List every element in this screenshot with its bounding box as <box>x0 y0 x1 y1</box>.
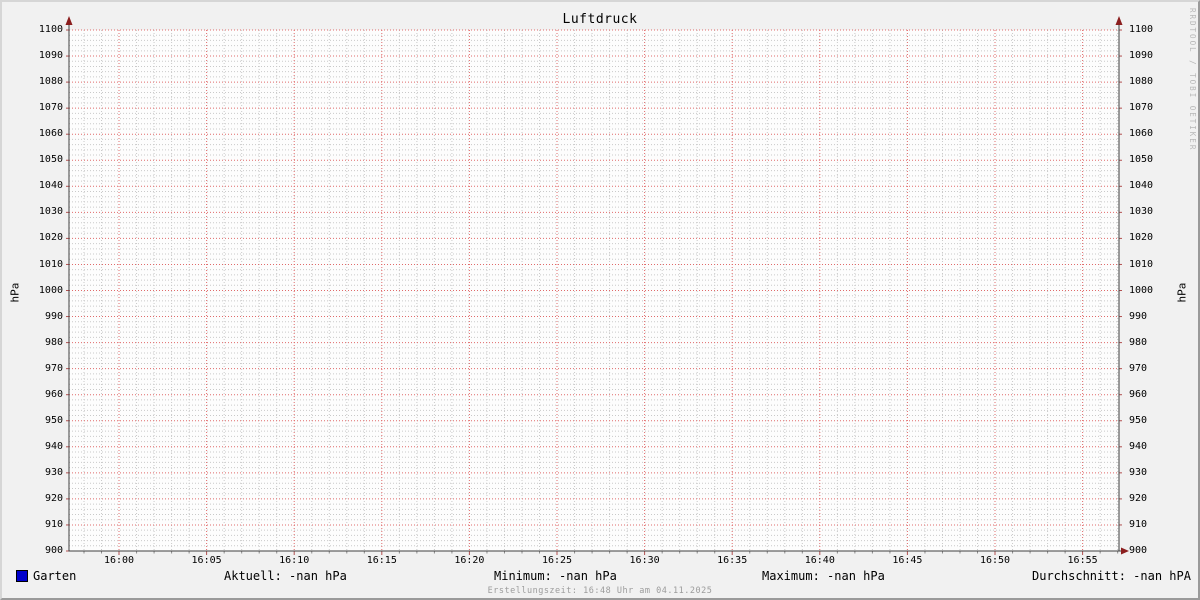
y-tick-label: 930 <box>1129 466 1148 478</box>
y-tick-label: 1070 <box>38 102 63 114</box>
y-tick-label: 990 <box>44 310 63 322</box>
stat-maximum: Maximum: -nan hPa <box>762 569 885 583</box>
y-tick-label: 970 <box>44 362 63 374</box>
y-tick-label: 960 <box>1129 388 1148 400</box>
y-tick-label: 1080 <box>1129 76 1154 88</box>
y-tick-label: 1060 <box>38 128 63 140</box>
y-tick-label: 980 <box>1129 336 1148 348</box>
x-tick-label: 16:15 <box>366 555 397 566</box>
y-tick-label: 1100 <box>38 24 63 35</box>
x-tick-label: 16:30 <box>629 555 660 566</box>
y-tick-label: 1080 <box>38 76 63 88</box>
y-tick-label: 1010 <box>1129 258 1154 270</box>
stat-minimum: Minimum: -nan hPa <box>494 569 617 583</box>
stat-durchschnitt: Durchschnitt: -nan hPA <box>1032 569 1191 583</box>
x-tick-label: 16:45 <box>892 555 923 566</box>
y-tick-label: 1040 <box>1129 180 1154 192</box>
y-tick-label: 940 <box>44 440 63 452</box>
y-tick-label: 930 <box>44 466 63 478</box>
x-tick-label: 16:20 <box>454 555 485 566</box>
y-tick-label: 1050 <box>1129 154 1154 166</box>
creation-time-footer: Erstellungszeit: 16:48 Uhr am 04.11.2025 <box>487 586 713 596</box>
y-tick-label: 910 <box>1129 519 1148 530</box>
x-tick-label: 16:55 <box>1067 555 1098 566</box>
y-tick-label: 920 <box>1129 492 1148 504</box>
x-tick-label: 16:10 <box>279 555 310 566</box>
y-axis-label-right: hPa <box>1175 282 1189 303</box>
y-tick-label: 1100 <box>1129 24 1154 35</box>
y-tick-label: 1000 <box>38 284 63 296</box>
y-tick-label: 1060 <box>1129 128 1154 140</box>
x-tick-label: 16:00 <box>103 555 135 566</box>
y-tick-label: 1090 <box>38 50 63 61</box>
y-tick-label: 1040 <box>38 180 63 192</box>
y-tick-label: 1090 <box>1129 50 1154 61</box>
y-tick-label: 1070 <box>1129 102 1154 114</box>
stat-aktuell: Aktuell: -nan hPa <box>224 569 347 583</box>
y-tick-label: 1020 <box>38 232 63 244</box>
y-tick-label: 1010 <box>38 258 63 270</box>
y-tick-label: 940 <box>1129 440 1148 452</box>
y-tick-label: 1050 <box>38 154 63 166</box>
y-tick-label: 990 <box>1129 310 1148 322</box>
y-tick-label: 970 <box>1129 362 1148 374</box>
y-tick-label: 910 <box>44 519 63 530</box>
y-tick-label: 960 <box>44 388 63 400</box>
y-tick-label: 1030 <box>38 206 63 218</box>
x-tick-label: 16:40 <box>804 555 835 566</box>
y-tick-label: 1030 <box>1129 206 1154 218</box>
y-tick-label: 900 <box>1129 545 1148 556</box>
x-tick-label: 16:50 <box>979 555 1011 566</box>
y-tick-label: 950 <box>1129 414 1148 426</box>
y-tick-label: 950 <box>44 414 63 426</box>
legend-series-label: Garten <box>33 569 77 583</box>
y-tick-label: 900 <box>44 545 63 556</box>
y-tick-label: 980 <box>44 336 63 348</box>
y-tick-label: 1020 <box>1129 232 1154 244</box>
legend-swatch-garten <box>16 570 28 582</box>
y-tick-label: 1000 <box>1129 284 1154 296</box>
x-tick-label: 16:35 <box>717 555 748 566</box>
y-axis-label-left: hPa <box>8 282 22 303</box>
chart-title: Luftdruck <box>562 12 638 27</box>
y-tick-label: 920 <box>44 492 63 504</box>
x-tick-label: 16:05 <box>191 555 222 566</box>
rrdtool-watermark: RRDTOOL / TOBI OETIKER <box>1188 8 1197 152</box>
x-tick-label: 16:25 <box>541 555 573 566</box>
